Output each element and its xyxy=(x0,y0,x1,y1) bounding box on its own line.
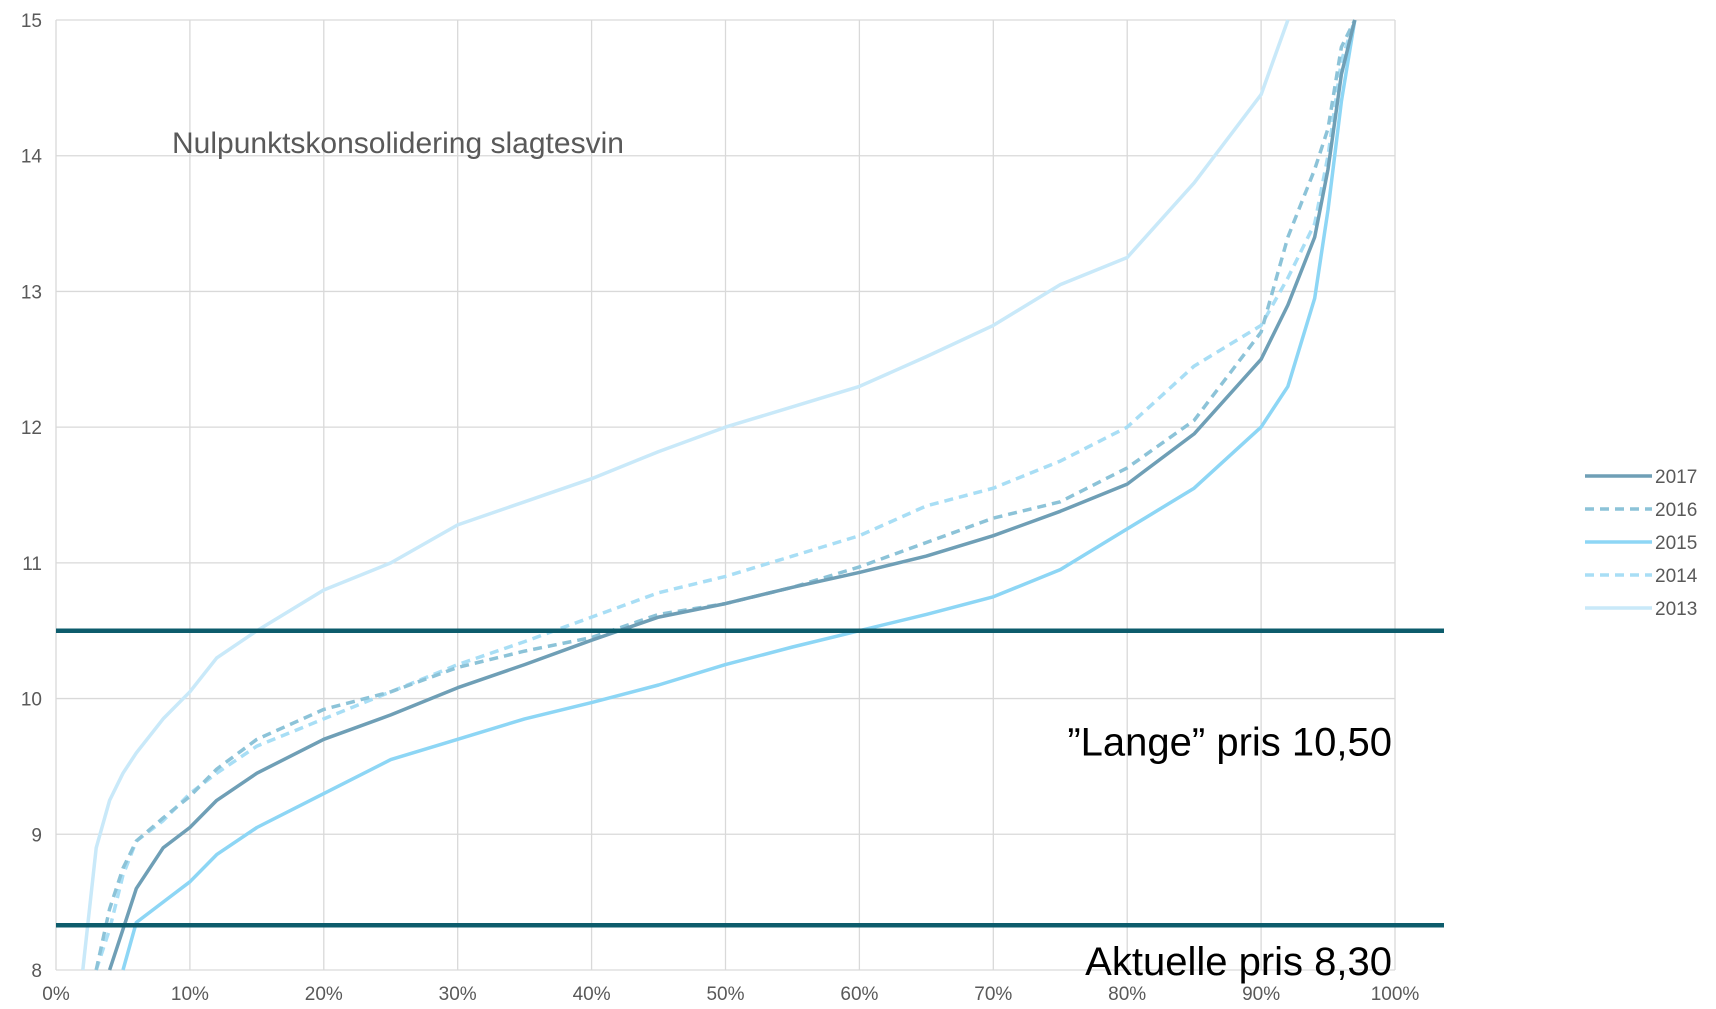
y-tick-label: 10 xyxy=(21,690,42,711)
reference-label-aktuelle: Aktuelle pris 8,30 xyxy=(1085,940,1392,984)
x-tick-label: 90% xyxy=(1242,984,1280,1005)
legend-label: 2016 xyxy=(1655,500,1697,521)
y-axis-ticks: 8 9 10 11 12 13 14 15 xyxy=(21,11,43,982)
legend-label: 2015 xyxy=(1655,533,1697,554)
legend-label: 2017 xyxy=(1655,467,1697,488)
x-tick-label: 40% xyxy=(573,984,611,1005)
x-tick-label: 100% xyxy=(1371,984,1420,1005)
x-tick-label: 0% xyxy=(42,984,70,1005)
y-tick-label: 15 xyxy=(21,11,42,32)
x-tick-label: 50% xyxy=(706,984,744,1005)
series-line-2017 xyxy=(107,19,1357,971)
series-line-2013 xyxy=(81,19,1290,971)
gridlines xyxy=(55,19,1396,971)
y-tick-label: 12 xyxy=(21,418,42,439)
x-tick-label: 60% xyxy=(840,984,878,1005)
legend-label: 2014 xyxy=(1655,566,1698,587)
x-tick-label: 80% xyxy=(1108,984,1146,1005)
x-axis-ticks: 0% 10% 20% 30% 40% 50% 60% 70% 80% 90% 100% xyxy=(42,984,1419,1005)
y-tick-label: 11 xyxy=(22,554,42,575)
x-tick-label: 20% xyxy=(305,984,343,1005)
reference-label-lange: ”Lange” pris 10,50 xyxy=(1067,721,1392,765)
y-tick-label: 9 xyxy=(31,825,42,846)
legend-label: 2013 xyxy=(1655,599,1697,620)
y-tick-label: 8 xyxy=(31,961,42,982)
x-tick-label: 10% xyxy=(171,984,209,1005)
x-tick-label: 30% xyxy=(439,984,477,1005)
y-tick-label: 13 xyxy=(21,282,42,303)
series-lines xyxy=(81,19,1357,971)
chart-annotation: Nulpunktskonsolidering slagtesvin xyxy=(172,127,624,160)
reference-lines xyxy=(56,628,1444,928)
legend: 2017 2016 2015 2014 2013 xyxy=(1585,467,1698,620)
x-tick-label: 70% xyxy=(974,984,1012,1005)
y-tick-label: 14 xyxy=(21,147,43,168)
series-line-2015 xyxy=(121,19,1357,971)
series-line-2016 xyxy=(94,19,1357,971)
